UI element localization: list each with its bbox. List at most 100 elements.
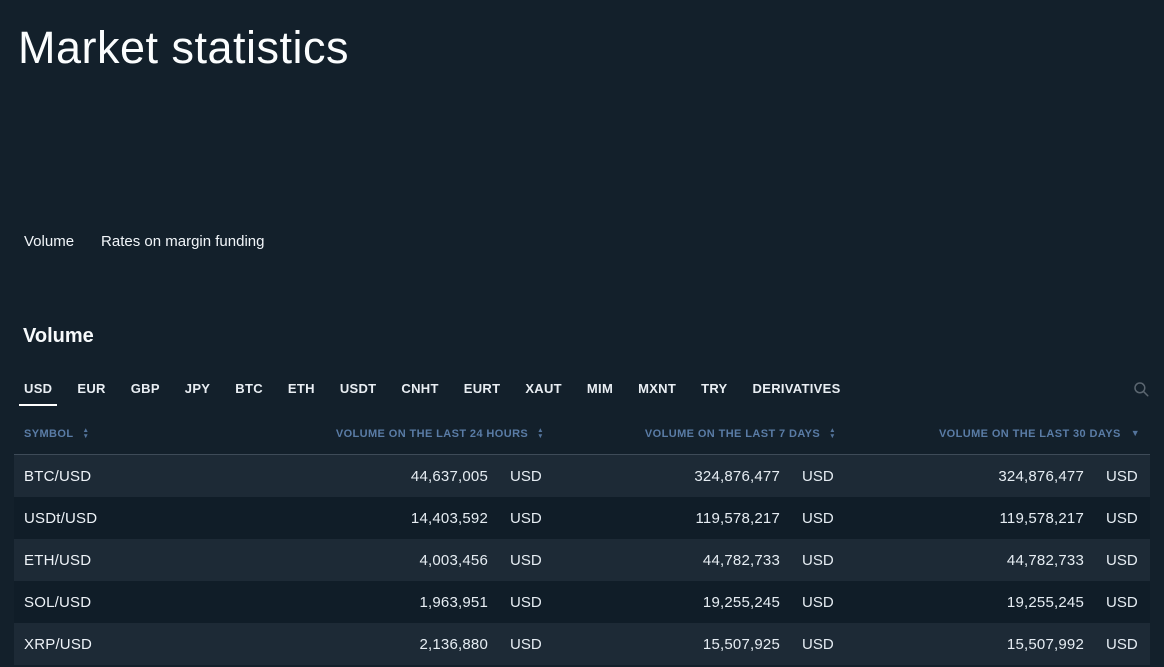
table-row[interactable]: SOL/USD 1,963,951 USD 19,255,245 USD 19,255,2… <box>14 581 1150 623</box>
column-header-volume-30d[interactable]: VOLUME ON THE LAST 30 DAYS ▼ <box>836 428 1140 440</box>
column-header-symbol[interactable]: SYMBOL ▲ ▼ <box>24 428 194 440</box>
volume-24h-value: 2,136,880 <box>419 635 488 653</box>
volume-30d-cell: 15,507,992 USD <box>836 636 1140 653</box>
volume-30d-unit: USD <box>1106 635 1138 653</box>
volume-24h-cell: 2,136,880 USD <box>194 636 544 653</box>
volume-7d-value: 15,507,925 <box>702 635 780 653</box>
volume-24h-unit: USD <box>510 635 542 653</box>
volume-7d-cell: 19,255,245 USD <box>544 594 836 611</box>
currency-tab-cnht[interactable]: CNHT <box>401 380 439 396</box>
magnifier-glyph <box>1134 382 1149 397</box>
currency-tab-derivatives[interactable]: DERIVATIVES <box>752 380 841 396</box>
symbol-cell: XRP/USD <box>24 635 93 653</box>
column-header-label: SYMBOL <box>24 427 74 440</box>
main-tabs: Volume Rates on margin funding <box>24 233 264 250</box>
currency-tab-btc[interactable]: BTC <box>235 380 263 396</box>
sort-down-arrow: ▼ <box>82 432 90 440</box>
currency-tabs: USD EUR GBP JPY BTC ETH USDT CNHT EURT XAUT MIM MXN… <box>18 380 841 406</box>
sort-desc-icon: ▼ <box>1130 428 1140 438</box>
table-row[interactable]: USDt/USD 14,403,592 USD 119,578,217 USD 119,5… <box>14 497 1150 539</box>
symbol-cell: ETH/USD <box>24 551 92 569</box>
volume-24h-value: 4,003,456 <box>419 551 488 569</box>
currency-tab-mim[interactable]: MIM <box>586 380 614 396</box>
volume-30d-value: 44,782,733 <box>1006 551 1084 569</box>
currency-tab-eth[interactable]: ETH <box>287 380 315 396</box>
section-title: Volume <box>23 325 94 347</box>
volume-table: SYMBOL ▲ ▼ VOLUME ON THE LAST 24 HOURS ▲ ▼ VOL… <box>14 413 1150 665</box>
volume-30d-value: 119,578,217 <box>999 509 1084 527</box>
volume-7d-value: 44,782,733 <box>702 551 780 569</box>
currency-tab-usd[interactable]: USD <box>18 380 58 406</box>
volume-7d-cell: 44,782,733 USD <box>544 552 836 569</box>
currency-tab-gbp[interactable]: GBP <box>130 380 160 396</box>
column-header-label: VOLUME ON THE LAST 7 DAYS <box>644 427 821 440</box>
page-title: Market statistics <box>18 22 350 73</box>
volume-7d-cell: 119,578,217 USD <box>544 510 836 527</box>
volume-24h-value: 14,403,592 <box>410 509 488 527</box>
volume-7d-cell: 324,876,477 USD <box>544 468 836 485</box>
currency-tab-eur[interactable]: EUR <box>77 380 106 396</box>
volume-30d-cell: 119,578,217 USD <box>836 510 1140 527</box>
volume-24h-cell: 44,637,005 USD <box>194 468 544 485</box>
symbol-cell: SOL/USD <box>24 593 92 611</box>
volume-7d-value: 119,578,217 <box>695 509 780 527</box>
sort-down-arrow: ▼ <box>829 432 836 440</box>
symbol-cell: USDt/USD <box>24 509 98 527</box>
volume-24h-unit: USD <box>510 467 542 485</box>
volume-30d-unit: USD <box>1106 467 1138 485</box>
volume-30d-unit: USD <box>1106 509 1138 527</box>
sort-icon: ▲ ▼ <box>82 428 89 439</box>
tab-rates-on-margin-funding[interactable]: Rates on margin funding <box>101 233 265 250</box>
currency-tab-xaut[interactable]: XAUT <box>525 380 562 396</box>
volume-24h-cell: 14,403,592 USD <box>194 510 544 527</box>
volume-24h-value: 44,637,005 <box>410 467 488 485</box>
volume-24h-cell: 1,963,951 USD <box>194 594 544 611</box>
currency-filter-bar: USD EUR GBP JPY BTC ETH USDT CNHT EURT XAUT MIM MXN… <box>18 378 1152 406</box>
volume-7d-value: 19,255,245 <box>702 593 780 611</box>
volume-30d-value: 324,876,477 <box>998 467 1084 485</box>
sort-icon: ▲ ▼ <box>537 428 544 439</box>
volume-7d-unit: USD <box>802 467 834 485</box>
table-row[interactable]: BTC/USD 44,637,005 USD 324,876,477 USD 324,87… <box>14 455 1150 497</box>
sort-icon: ▲ ▼ <box>829 428 836 439</box>
table-row[interactable]: XRP/USD 2,136,880 USD 15,507,925 USD 15,507,9… <box>14 623 1150 665</box>
column-header-label: VOLUME ON THE LAST 30 DAYS <box>938 427 1121 440</box>
volume-30d-cell: 19,255,245 USD <box>836 594 1140 611</box>
column-header-volume-7d[interactable]: VOLUME ON THE LAST 7 DAYS ▲ ▼ <box>544 428 836 440</box>
volume-24h-cell: 4,003,456 USD <box>194 552 544 569</box>
volume-24h-unit: USD <box>510 593 542 611</box>
table-header-row: SYMBOL ▲ ▼ VOLUME ON THE LAST 24 HOURS ▲ ▼ VOL… <box>14 413 1150 455</box>
volume-24h-unit: USD <box>510 509 542 527</box>
tab-volume[interactable]: Volume <box>24 233 75 250</box>
volume-30d-value: 19,255,245 <box>1006 593 1084 611</box>
table-row[interactable]: ETH/USD 4,003,456 USD 44,782,733 USD 44,782,7… <box>14 539 1150 581</box>
volume-7d-unit: USD <box>802 509 834 527</box>
column-header-label: VOLUME ON THE LAST 24 HOURS <box>335 427 529 440</box>
sort-up-arrow: ▲ <box>829 427 836 434</box>
volume-7d-value: 324,876,477 <box>694 467 780 485</box>
symbol-cell: BTC/USD <box>24 467 92 485</box>
search-icon[interactable] <box>1130 378 1152 400</box>
volume-30d-cell: 44,782,733 USD <box>836 552 1140 569</box>
volume-30d-unit: USD <box>1106 551 1138 569</box>
volume-7d-unit: USD <box>802 551 834 569</box>
sort-up-arrow: ▲ <box>82 427 90 434</box>
volume-30d-unit: USD <box>1106 593 1138 611</box>
volume-30d-value: 15,507,992 <box>1006 635 1084 653</box>
volume-30d-cell: 324,876,477 USD <box>836 468 1140 485</box>
currency-tab-mxnt[interactable]: MXNT <box>638 380 677 396</box>
sort-down-arrow: ▼ <box>537 432 544 440</box>
currency-tab-usdt[interactable]: USDT <box>339 380 377 396</box>
column-header-volume-24h[interactable]: VOLUME ON THE LAST 24 HOURS ▲ ▼ <box>194 428 544 440</box>
volume-7d-cell: 15,507,925 USD <box>544 636 836 653</box>
volume-24h-unit: USD <box>510 551 542 569</box>
sort-up-arrow: ▲ <box>537 427 544 434</box>
volume-7d-unit: USD <box>802 593 834 611</box>
currency-tab-eurt[interactable]: EURT <box>463 380 501 396</box>
table-body: BTC/USD 44,637,005 USD 324,876,477 USD 324,87… <box>14 455 1150 665</box>
volume-7d-unit: USD <box>802 635 834 653</box>
volume-24h-value: 1,963,951 <box>419 593 488 611</box>
currency-tab-try[interactable]: TRY <box>701 380 728 396</box>
currency-tab-jpy[interactable]: JPY <box>184 380 211 396</box>
